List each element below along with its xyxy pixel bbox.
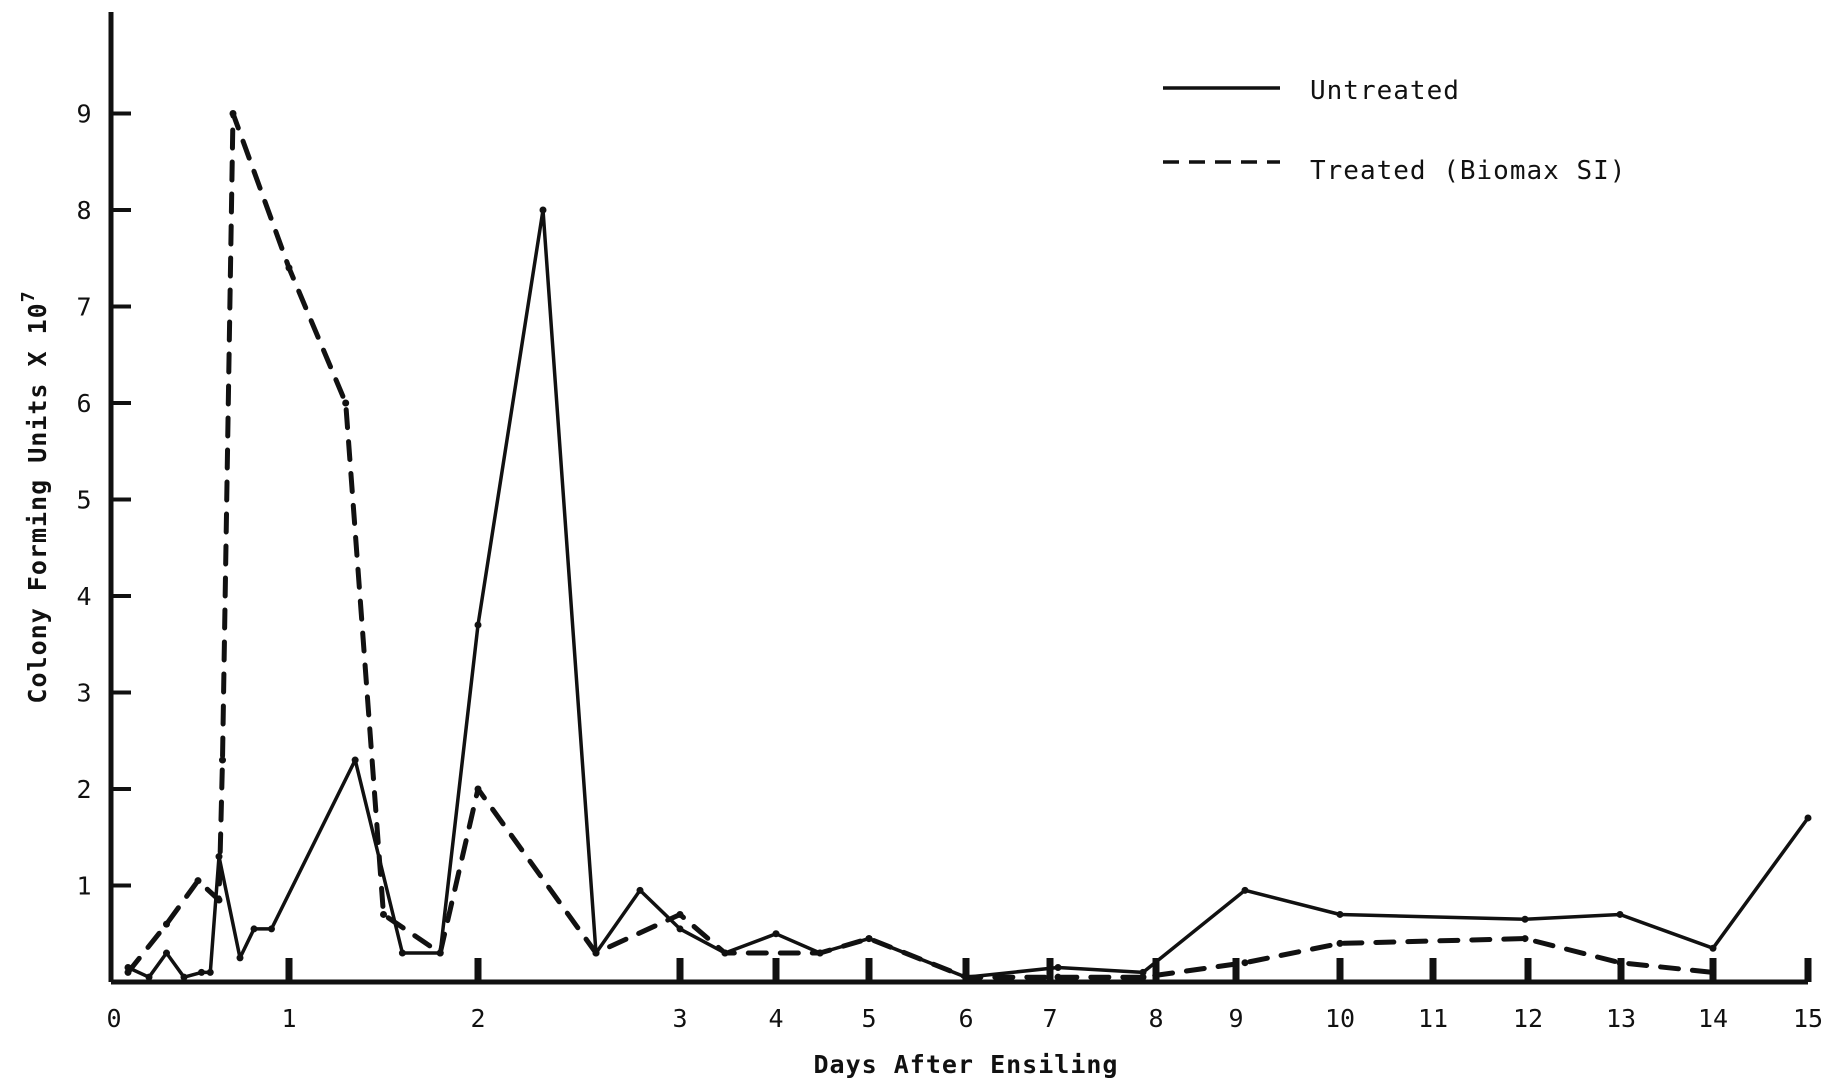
y-ticks: 1 2 3 4 5 6 7 8 9 [76, 100, 131, 901]
point-untreated [398, 949, 406, 957]
y-axis-title-text: Colony Forming Units X 10 [23, 302, 52, 703]
x-tick-label: 11 [1418, 1004, 1448, 1033]
x-tick-label: 15 [1793, 1004, 1823, 1033]
point-treated [1139, 973, 1147, 981]
point-untreated [1241, 886, 1249, 894]
point-untreated [198, 968, 205, 976]
point-untreated [268, 925, 275, 933]
point-untreated [772, 930, 780, 938]
y-tick-label: 5 [76, 486, 91, 515]
x-tick-label: 14 [1698, 1004, 1728, 1033]
point-treated [865, 935, 873, 943]
x-tick-label: 4 [768, 1004, 783, 1033]
y-tick-label: 7 [76, 293, 91, 322]
point-untreated [206, 968, 214, 976]
y-tick-label: 8 [76, 196, 91, 225]
point-untreated [676, 925, 684, 933]
point-treated [676, 910, 684, 918]
y-tick-label: 1 [76, 872, 91, 901]
x-axis-title: Days After Ensiling [814, 1050, 1119, 1079]
y-tick-label: 6 [76, 389, 91, 418]
x-tick-label: 0 [106, 1004, 121, 1033]
point-treated [219, 756, 226, 764]
y-tick-label: 9 [76, 100, 91, 129]
point-treated [816, 949, 824, 957]
x-ticks: 0 1 2 3 4 5 6 7 8 9 10 11 12 13 14 15 [106, 958, 1823, 1033]
point-treated [285, 264, 293, 272]
x-tick-label: 5 [861, 1004, 876, 1033]
point-treated [436, 949, 444, 957]
legend: Untreated Treated (Biomax SI) [1163, 76, 1626, 186]
point-treated [962, 973, 970, 981]
y-axis-title: Colony Forming Units X 107 [18, 290, 52, 703]
point-treated [124, 968, 132, 976]
point-untreated [1709, 944, 1717, 952]
x-tick-label: 12 [1513, 1004, 1543, 1033]
point-treated [229, 110, 237, 117]
point-untreated [1139, 968, 1147, 976]
y-axis-title-group: Colony Forming Units X 107 [18, 290, 52, 703]
point-untreated [1054, 964, 1062, 972]
point-treated [592, 949, 600, 957]
series-layer [124, 110, 1812, 981]
point-treated [1054, 973, 1062, 981]
point-untreated [351, 756, 359, 764]
point-untreated [539, 206, 547, 214]
point-treated [474, 785, 482, 793]
x-tick-label: 8 [1148, 1004, 1163, 1033]
point-untreated [250, 925, 258, 933]
x-tick-label: 3 [672, 1004, 687, 1033]
legend-untreated-label: Untreated [1310, 76, 1460, 106]
x-tick-label: 1 [281, 1004, 296, 1033]
point-treated [1709, 968, 1717, 976]
point-untreated [215, 853, 223, 861]
point-untreated [1521, 915, 1529, 923]
x-tick-label: 6 [958, 1004, 973, 1033]
point-treated [194, 877, 202, 885]
point-treated [1241, 959, 1249, 967]
x-tick-label: 10 [1325, 1004, 1355, 1033]
series-line-treated [125, 111, 1716, 980]
point-untreated [180, 973, 188, 981]
x-tick-label: 9 [1228, 1004, 1243, 1033]
point-treated [721, 949, 729, 957]
point-untreated [1336, 910, 1344, 918]
x-tick-label: 13 [1606, 1004, 1636, 1033]
point-treated [1521, 935, 1529, 943]
point-untreated [236, 954, 244, 962]
point-untreated [1616, 910, 1624, 918]
legend-treated-label: Treated (Biomax SI) [1310, 156, 1626, 186]
y-axis-title-exponent: 7 [18, 290, 39, 302]
y-tick-label: 3 [76, 679, 91, 708]
point-untreated [163, 949, 170, 957]
point-treated [215, 896, 223, 904]
point-treated [380, 910, 387, 918]
point-treated [1616, 959, 1624, 967]
point-untreated [636, 886, 644, 894]
point-untreated [474, 621, 482, 629]
y-tick-label: 4 [76, 582, 91, 611]
point-treated [1336, 939, 1344, 947]
point-untreated [145, 973, 153, 981]
point-untreated [1804, 814, 1812, 822]
x-tick-label: 2 [470, 1004, 485, 1033]
point-treated [163, 920, 170, 928]
point-treated [342, 399, 350, 407]
y-tick-label: 2 [76, 775, 91, 804]
x-tick-label: 7 [1042, 1004, 1057, 1033]
